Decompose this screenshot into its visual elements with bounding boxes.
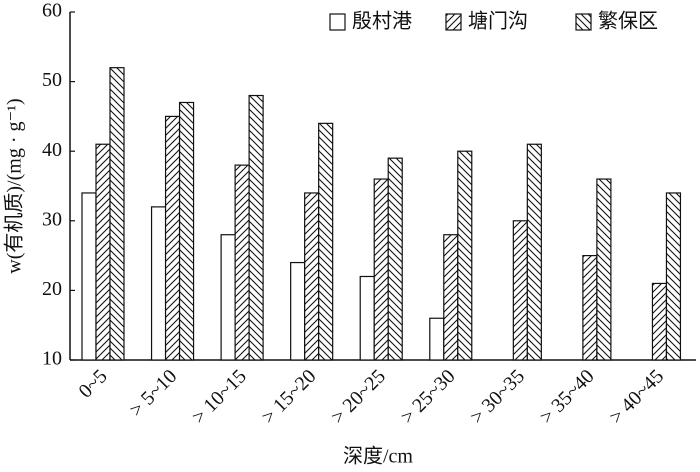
legend-swatch xyxy=(445,13,462,31)
bar xyxy=(359,275,375,361)
legend-label: 繁保区 xyxy=(598,10,658,33)
x-tick-label: > 30~35 xyxy=(466,365,529,428)
bar xyxy=(109,67,125,361)
y-axis-label: w(有机质)/(mg · g⁻¹) xyxy=(3,98,26,273)
bar xyxy=(234,164,250,361)
bar xyxy=(512,220,528,361)
x-tick-label: > 15~20 xyxy=(257,365,320,428)
bar xyxy=(248,94,264,361)
x-axis-label: 深度/cm xyxy=(343,445,413,468)
x-tick-label: 0~5 xyxy=(74,365,111,402)
bar xyxy=(304,192,320,361)
bar xyxy=(429,317,445,361)
x-tick-label: > 20~25 xyxy=(327,365,390,428)
bar xyxy=(81,192,97,361)
x-tick-label: > 35~40 xyxy=(536,365,599,428)
bar xyxy=(457,150,473,361)
y-tick-label: 20 xyxy=(42,278,62,300)
bar xyxy=(164,115,181,361)
bar xyxy=(373,178,389,361)
y-tick-label: 60 xyxy=(42,0,62,22)
bar xyxy=(387,157,403,361)
bar xyxy=(665,192,682,361)
legend-label: 塘门沟 xyxy=(468,10,528,33)
bar xyxy=(526,143,542,361)
bar xyxy=(150,206,167,361)
x-tick-label: > 5~10 xyxy=(125,365,181,421)
x-tick-label: > 40~45 xyxy=(605,365,668,428)
y-tick-label: 50 xyxy=(42,69,62,91)
bar xyxy=(582,255,598,361)
x-tick-label: > 10~15 xyxy=(188,365,251,428)
bar xyxy=(95,143,111,361)
legend-label: 殷村港 xyxy=(352,10,412,33)
y-tick-label: 30 xyxy=(42,208,62,230)
y-tick-label: 10 xyxy=(42,348,62,370)
x-tick-label: > 25~30 xyxy=(397,365,460,428)
bar xyxy=(290,261,306,361)
bar xyxy=(596,178,612,361)
y-tick-label: 40 xyxy=(42,139,62,161)
bar xyxy=(443,234,459,361)
bar xyxy=(318,122,334,361)
bar xyxy=(178,101,195,361)
bar xyxy=(651,282,668,361)
bar xyxy=(220,234,236,361)
legend-swatch xyxy=(575,13,592,31)
legend-swatch xyxy=(329,13,346,31)
